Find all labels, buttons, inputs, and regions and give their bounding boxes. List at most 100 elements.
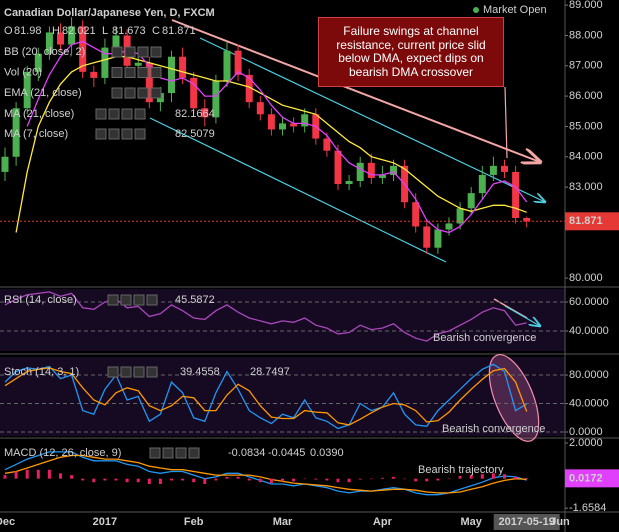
icon-button[interactable] — [150, 67, 162, 78]
icon-button[interactable] — [111, 46, 123, 58]
candle-body — [467, 193, 475, 209]
icon-button[interactable] — [137, 46, 149, 58]
icon-button[interactable] — [137, 87, 149, 99]
icon-button[interactable] — [146, 294, 158, 306]
pane-title: Stoch (14, 3, 1) — [4, 366, 79, 378]
icon-button[interactable] — [108, 128, 120, 140]
candle-body — [145, 62, 153, 103]
histogram-bar — [14, 471, 18, 479]
x-tick-label: Jun — [550, 516, 570, 528]
icon-button[interactable] — [121, 128, 133, 140]
icon-button[interactable] — [124, 67, 136, 78]
icon-button[interactable] — [120, 366, 132, 378]
icon-button[interactable] — [150, 46, 162, 58]
y-tick-label: 80.0000 — [569, 369, 609, 381]
icon-button[interactable] — [146, 366, 158, 378]
histogram-bar — [158, 478, 162, 484]
histogram-bar — [81, 478, 85, 481]
candle-body — [390, 165, 397, 175]
legend-value: 45.5872 — [175, 294, 215, 306]
y-tick-label: 85.000 — [569, 120, 603, 132]
histogram-bar — [25, 469, 29, 479]
candle-body — [489, 165, 497, 175]
icon-button[interactable] — [162, 447, 174, 459]
candle-body — [501, 165, 508, 172]
chart-title: Canadian Dollar/Japanese Yen, D, FXCM — [4, 7, 215, 19]
histogram-bar — [392, 476, 395, 479]
icon-button[interactable] — [124, 46, 136, 58]
candle-body — [57, 32, 64, 45]
legend-value: 82.5079 — [175, 128, 215, 140]
candle-body — [301, 114, 309, 127]
series-line — [4, 363, 528, 430]
icon-button[interactable] — [134, 108, 146, 120]
histogram-bar — [114, 478, 118, 481]
candle-body — [12, 108, 20, 157]
candle-body — [234, 50, 242, 75]
icon-button[interactable] — [121, 108, 133, 120]
candle-body — [412, 202, 420, 227]
histogram-bar — [491, 473, 495, 479]
histogram-bar — [403, 478, 407, 480]
histogram-bar — [369, 478, 373, 480]
channel-support — [149, 117, 447, 263]
series-line — [4, 367, 528, 426]
candle-body — [456, 208, 464, 224]
histogram-bar — [380, 477, 384, 479]
icon-button[interactable] — [107, 366, 119, 378]
ohlc-label: C — [152, 25, 160, 37]
icon-button[interactable] — [124, 87, 136, 99]
histogram-bar — [170, 478, 173, 481]
histogram-bar — [514, 476, 518, 479]
histogram-bar — [292, 478, 296, 482]
candle-body — [512, 171, 520, 218]
candle-body — [423, 226, 431, 248]
candle-body — [23, 71, 31, 109]
x-tick-label: 2017-05-19 — [499, 516, 555, 528]
icon-button[interactable] — [150, 87, 162, 99]
histogram-bar — [358, 478, 362, 480]
icon-button[interactable] — [149, 447, 161, 459]
histogram-bar — [436, 478, 440, 481]
icon-button[interactable] — [108, 108, 120, 120]
current-price-tag — [565, 212, 619, 231]
stoch-highlight — [488, 354, 540, 442]
candle-body — [267, 114, 275, 130]
candle-body — [434, 229, 442, 248]
legend-value: 82.1664 — [175, 108, 215, 120]
current-value-tag — [565, 469, 619, 488]
candle-body — [523, 217, 531, 222]
candle-body — [334, 150, 342, 185]
x-tick-label: Feb — [184, 516, 204, 528]
ohlc-value: 81.871 — [162, 25, 196, 37]
series-line — [4, 454, 527, 494]
candle-body — [256, 102, 264, 115]
icon-button[interactable] — [133, 366, 145, 378]
candle-body — [223, 50, 231, 81]
legend-value: 39.4558 — [180, 366, 220, 378]
icon-button[interactable] — [134, 128, 146, 140]
icon-button[interactable] — [107, 294, 119, 306]
histogram-bar — [3, 475, 7, 479]
date-tag — [493, 514, 560, 530]
histogram-bar — [92, 478, 96, 483]
x-tick-label: Mar — [273, 516, 293, 528]
icon-button[interactable] — [133, 294, 145, 306]
icon-button[interactable] — [95, 128, 107, 140]
icon-button[interactable] — [120, 294, 132, 306]
y-tick-label: 88.000 — [569, 29, 603, 41]
icon-button[interactable] — [175, 447, 187, 459]
histogram-bar — [525, 477, 529, 479]
y-tick-label: 40.0000 — [569, 325, 609, 337]
icon-button[interactable] — [111, 67, 123, 78]
candle-body — [101, 47, 109, 78]
candle-body — [245, 74, 253, 103]
icon-button[interactable] — [137, 67, 149, 78]
icon-button[interactable] — [188, 447, 200, 459]
current-price-label: 81.871 — [569, 215, 603, 227]
icon-button[interactable] — [111, 87, 123, 99]
icon-button[interactable] — [95, 108, 107, 120]
histogram-bar — [225, 476, 229, 479]
candle-body — [45, 32, 53, 54]
candle-body — [212, 80, 220, 118]
